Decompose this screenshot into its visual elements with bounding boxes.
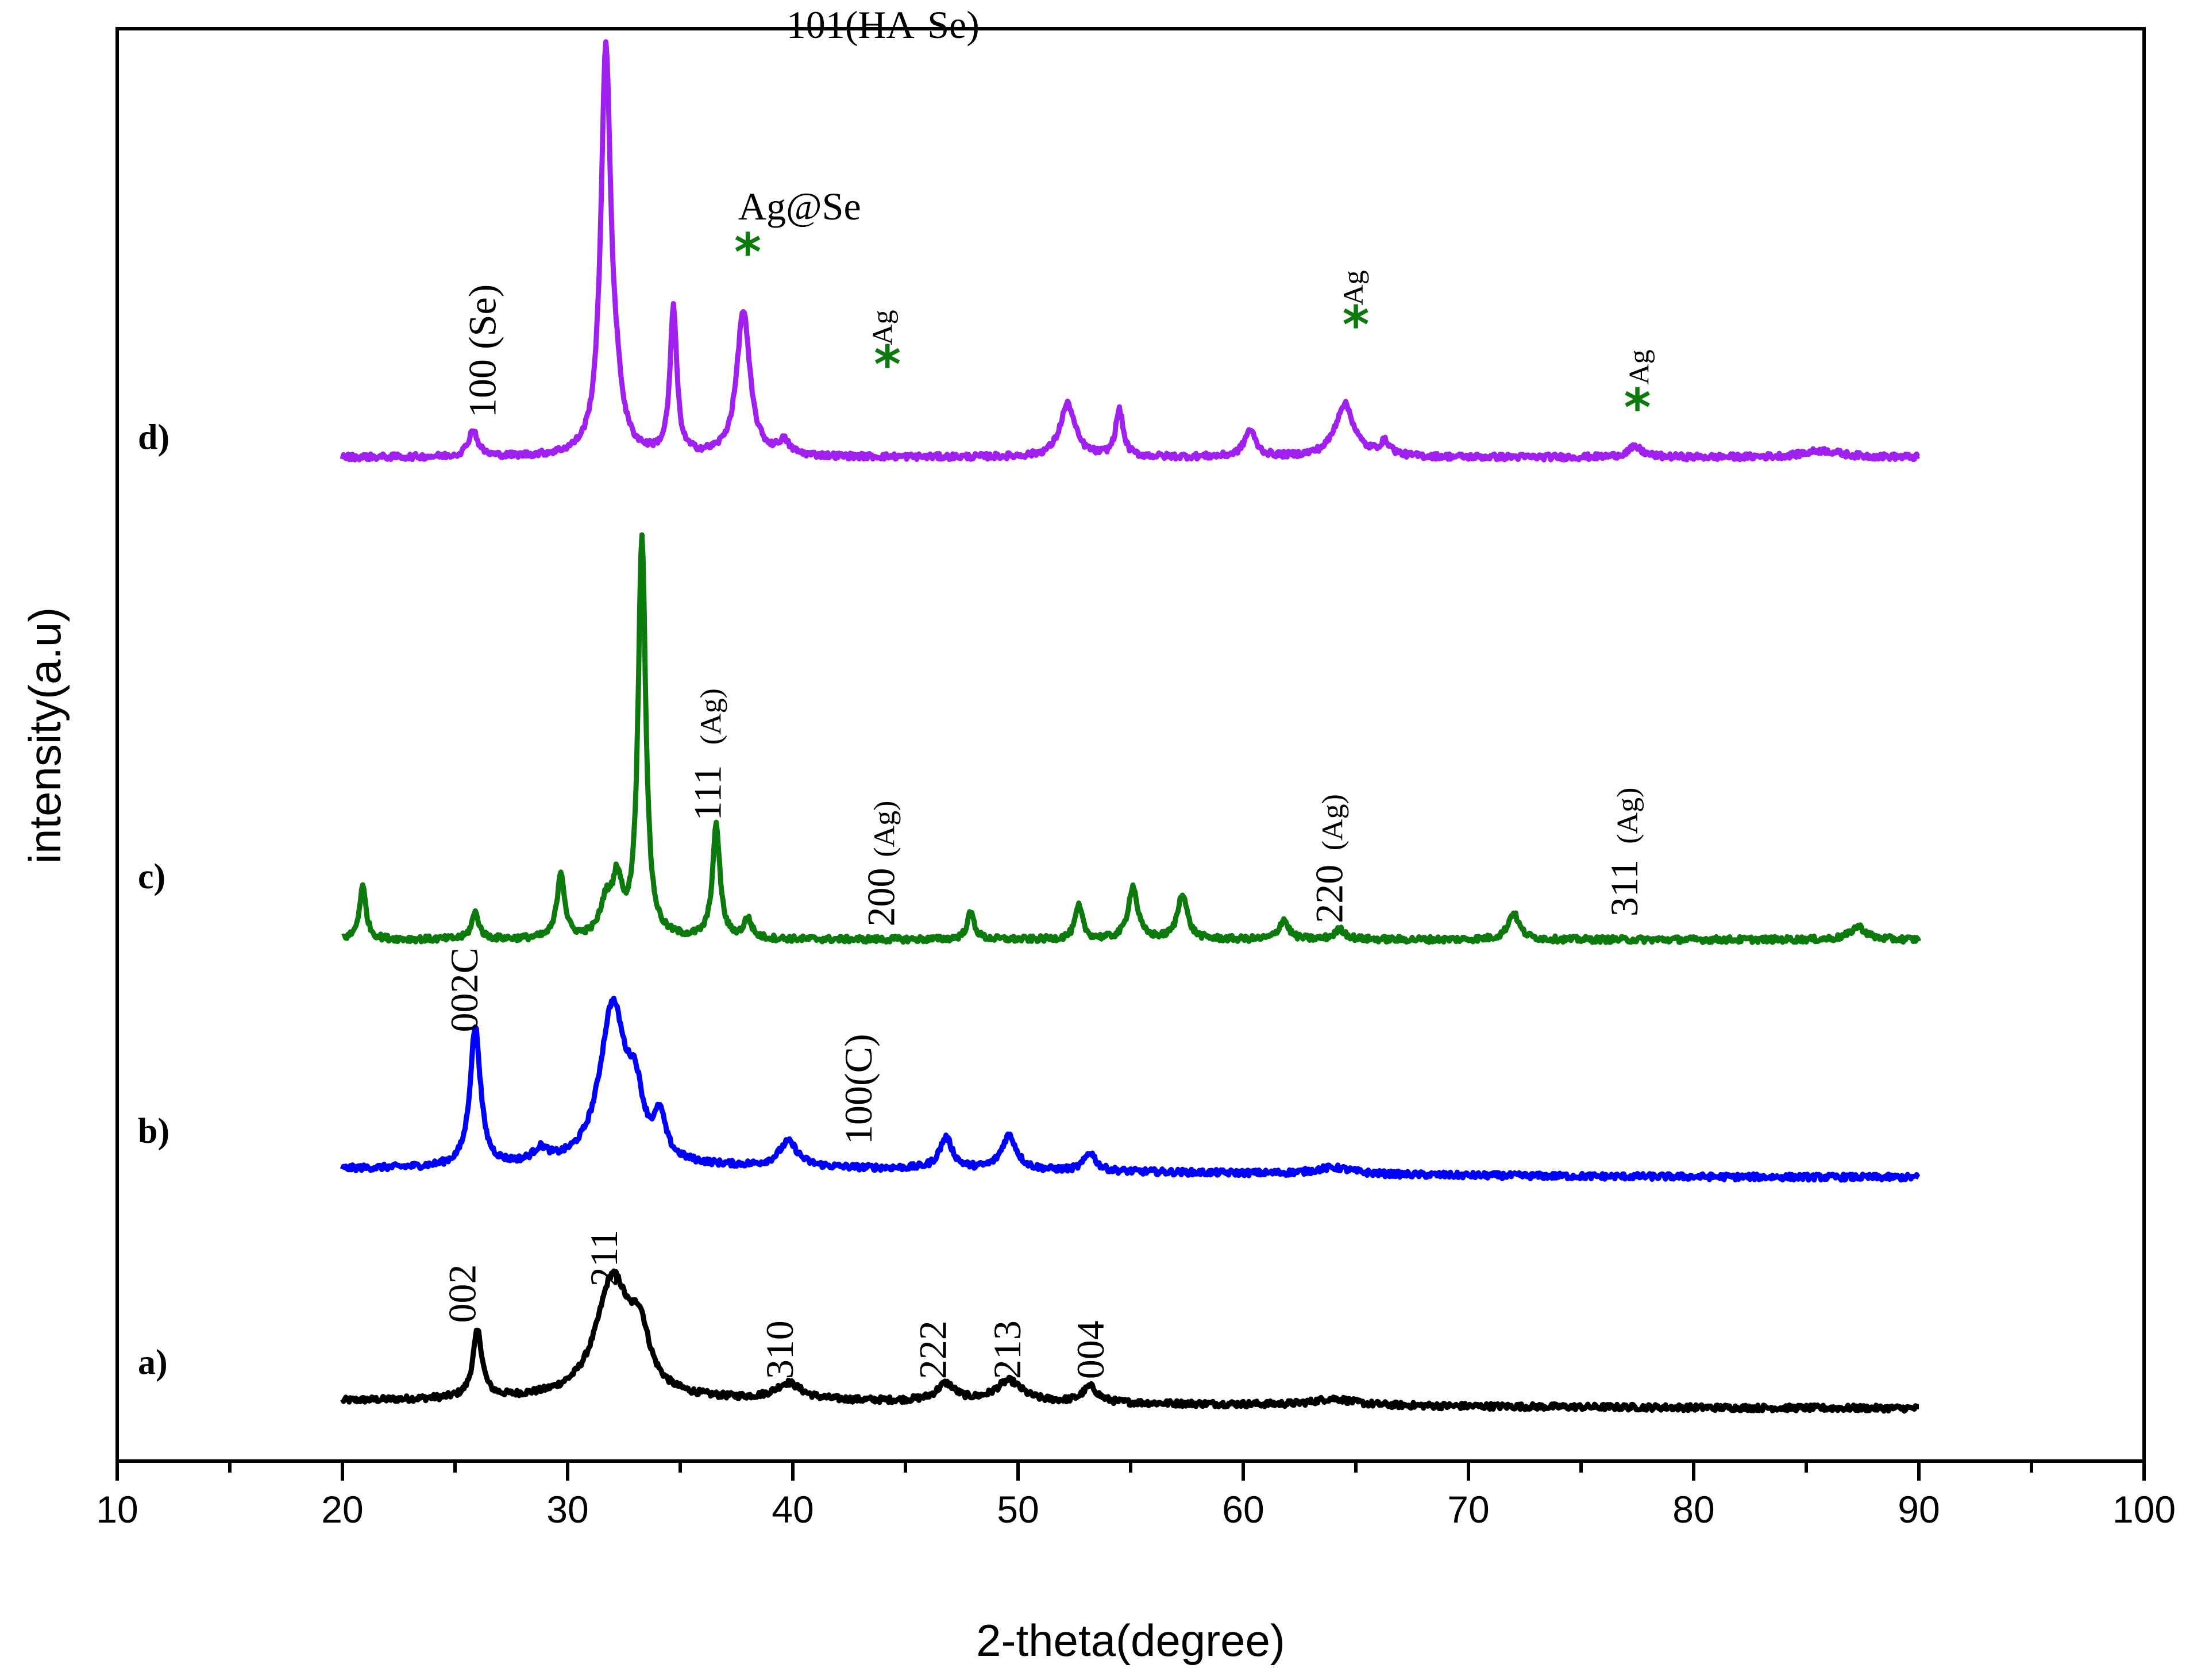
series-line-2 bbox=[340, 996, 1921, 1183]
x-axis-title: 2-theta(degree) bbox=[976, 1615, 1285, 1666]
peak-label: 100 (Se) bbox=[461, 284, 504, 418]
peak-label: Ag bbox=[1337, 270, 1369, 305]
series-layer bbox=[340, 39, 1922, 1414]
peak-label: Ag bbox=[1623, 349, 1655, 384]
peak-label: 004 bbox=[1069, 1320, 1112, 1379]
peak-label: 211 bbox=[582, 1230, 626, 1286]
x-tick-label: 30 bbox=[546, 1488, 588, 1531]
peak-label: 213 bbox=[985, 1320, 1029, 1379]
peak-label: (Ag) bbox=[868, 801, 901, 857]
peak-label: 101(HA-Se) bbox=[787, 3, 980, 47]
peak-label: 310 bbox=[758, 1320, 801, 1379]
x-tick-label: 10 bbox=[96, 1488, 138, 1531]
x-tick-label: 70 bbox=[1447, 1488, 1489, 1531]
peak-label: 002C bbox=[442, 947, 486, 1032]
x-tick-label: 60 bbox=[1222, 1488, 1264, 1531]
series-line-1 bbox=[340, 1268, 1921, 1414]
peak-label: 222 bbox=[911, 1320, 955, 1379]
x-tick-label: 20 bbox=[321, 1488, 363, 1531]
peak-label: Ag@Se bbox=[738, 184, 861, 228]
peak-label: 220 bbox=[1308, 865, 1351, 923]
x-axis-ticks: 10 20 30 40 50 60 70 80 90 100 bbox=[96, 1461, 2176, 1531]
x-tick-label: 100 bbox=[2112, 1488, 2176, 1531]
peak-label: 311 bbox=[1602, 860, 1646, 916]
y-axis-title: intensity(a.u) bbox=[20, 607, 70, 864]
series-label: c) bbox=[138, 857, 165, 896]
ag-peak-marker: * bbox=[734, 222, 761, 283]
peak-label: (Ag) bbox=[1612, 788, 1644, 844]
peak-label: Ag bbox=[866, 310, 899, 345]
series-line-4 bbox=[340, 39, 1921, 463]
peak-label: 111 bbox=[686, 765, 730, 821]
x-tick-label: 40 bbox=[772, 1488, 814, 1531]
series-label: a) bbox=[138, 1343, 168, 1382]
ag-peak-marker: * bbox=[1342, 295, 1369, 356]
peak-label: 100(C) bbox=[836, 1034, 880, 1145]
x-tick-label: 80 bbox=[1672, 1488, 1714, 1531]
x-tick-label: 90 bbox=[1898, 1488, 1940, 1531]
x-tick-label: 50 bbox=[997, 1488, 1039, 1531]
series-line-3 bbox=[341, 532, 1922, 945]
series-label: b) bbox=[138, 1112, 169, 1151]
peak-label: (Ag) bbox=[1317, 794, 1350, 850]
ag-peak-marker: * bbox=[1624, 377, 1651, 438]
label-layer: a) b) c) d) 002 211 310 222 213 004 002C 100(C) 111 (… bbox=[138, 3, 1655, 1382]
peak-label: 200 bbox=[859, 868, 903, 927]
peak-label: (Ag) bbox=[695, 688, 728, 745]
ag-peak-marker: * bbox=[874, 335, 901, 395]
peak-label: 002 bbox=[440, 1265, 484, 1323]
series-label: d) bbox=[138, 418, 169, 457]
